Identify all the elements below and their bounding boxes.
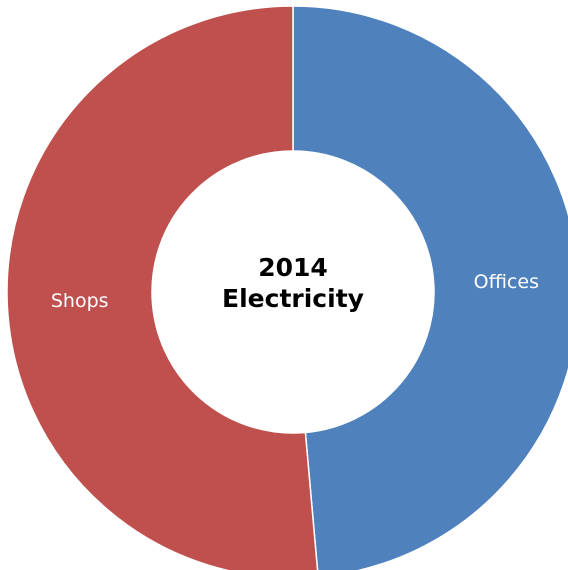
donut-slice <box>6 5 319 570</box>
donut-slice <box>292 5 568 570</box>
chart-title: 2014 Electricity <box>222 253 364 313</box>
slice-label: Offices <box>474 271 539 293</box>
slice-label: Shops <box>51 290 109 312</box>
